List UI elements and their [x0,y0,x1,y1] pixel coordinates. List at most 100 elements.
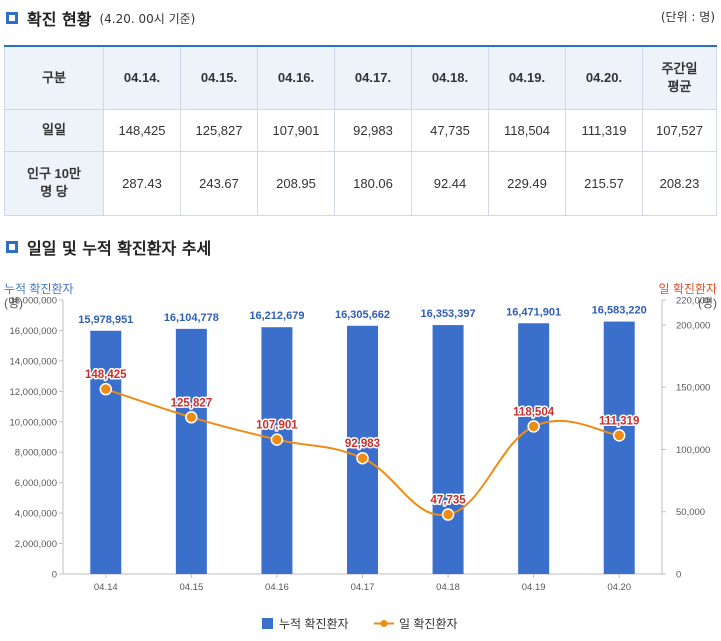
line-point [270,433,284,446]
bar-data-label: 16,353,397 [421,308,476,320]
stats-table: 구분 04.14. 04.15. 04.16. 04.17. 04.18. 04… [4,45,717,216]
right-axis-title: 일 확진환자 [658,282,717,296]
right-axis-unit: (명) [698,296,717,310]
x-tick-label: 04.16 [265,582,289,593]
col-header: 04.20. [565,45,643,110]
x-tick-label: 04.18 [436,582,460,593]
table-cell: 243.67 [180,150,258,216]
bar [432,325,464,574]
line-data-label: 125,827 [171,397,213,409]
table-row: 일일 148,425 125,827 107,901 92,983 47,735… [4,108,717,152]
x-tick-label: 04.14 [94,582,118,593]
right-tick-label: 0 [676,570,681,581]
bar-data-label: 16,212,679 [249,310,304,322]
right-tick-label: 100,000 [676,445,710,456]
left-tick-label: 4,000,000 [15,509,57,520]
bar [518,323,550,574]
line-data-label-halo: 47,735 [430,495,466,507]
line-data-label: 107,901 [256,420,298,432]
col-header: 04.17. [334,45,412,110]
legend-bar-label: 누적 확진환자 [279,617,349,631]
section-square-icon [6,12,18,24]
left-tick-label: 12,000,000 [9,387,57,398]
right-tick-label: 50,000 [676,507,705,518]
left-axis-unit: (명) [4,296,23,310]
table-cell: 107,901 [257,108,335,152]
table-cell: 148,425 [103,108,181,152]
table-cell: 208.95 [257,150,335,216]
trend-header: 일일 및 누적 확진환자 추세 [6,235,211,259]
table-cell: 229.49 [488,150,566,216]
col-header: 04.18. [411,45,489,110]
col-header: 주간일 평균 [642,45,717,110]
col-header: 04.15. [180,45,258,110]
line-data-label-halo: 107,901 [256,420,298,432]
left-tick-label: 6,000,000 [15,478,57,489]
left-tick-label: 18,000,000 [9,296,57,307]
col-header: 04.16. [257,45,335,110]
left-tick-label: 8,000,000 [15,448,57,459]
left-tick-label: 10,000,000 [9,417,57,428]
trend-title: 일일 및 누적 확진환자 추세 [27,239,212,258]
section-title: 확진 현황 [27,10,92,29]
table-cell: 125,827 [180,108,258,152]
x-tick-label: 04.15 [179,582,203,593]
bar [347,325,378,574]
bar-data-label: 15,978,951 [78,314,133,326]
right-tick-label: 150,000 [676,383,710,394]
table-cell: 215.57 [565,150,643,216]
line-data-label-halo: 118,504 [513,406,555,418]
table-cell: 111,319 [565,108,643,152]
table-cell: 92.44 [411,150,489,216]
table-cell: 287.43 [103,150,181,216]
table-cell: 118,504 [488,108,566,152]
section-subtitle: (4.20. 00시 기준) [99,11,196,26]
x-tick-label: 04.20 [607,582,631,593]
x-tick-label: 04.19 [522,582,546,593]
section-square-icon [6,241,18,253]
bar [603,321,635,574]
line-data-label: 111,319 [599,415,639,427]
line-point [356,451,369,465]
row-header: 인구 10만 명 당 [4,150,104,216]
bar [175,328,207,574]
bar-data-label: 16,104,778 [164,312,219,324]
line-data-label: 92,983 [345,438,380,450]
left-tick-label: 0 [52,570,57,581]
x-tick-label: 04.17 [351,582,375,593]
left-axis-title: 누적 확진환자 [4,282,74,296]
table-cell: 47,735 [411,108,489,152]
table-cell: 208.23 [642,150,717,216]
line-data-label-halo: 148,425 [85,369,127,381]
row-header: 일일 [4,108,104,152]
bar-data-label: 16,305,662 [335,309,390,321]
line-data-label-halo: 92,983 [345,438,380,450]
line-point [612,429,626,442]
table-cell: 107,527 [642,108,717,152]
line-point [99,382,113,396]
legend-line-marker [380,620,388,627]
trend-chart: 누적 확진환자(명)일 확진환자(명)02,000,0004,000,0006,… [4,282,717,631]
bar-data-label: 16,583,220 [592,305,647,317]
col-header: 구분 [4,45,104,110]
bar [90,330,122,574]
line-data-label: 47,735 [430,495,466,507]
bar-data-label: 16,471,901 [506,306,561,318]
line-data-label: 148,425 [85,369,127,381]
bar [261,327,293,574]
unit-label: (단위 : 명) [660,10,715,24]
table-row: 인구 10만 명 당 287.43 243.67 208.95 180.06 9… [4,150,717,216]
line-point [441,508,455,521]
line-point [527,420,540,433]
line-data-label-halo: 125,827 [171,397,213,409]
table-header-row: 구분 04.14. 04.15. 04.16. 04.17. 04.18. 04… [4,45,717,110]
table-cell: 180.06 [334,150,412,216]
left-tick-label: 14,000,000 [9,356,57,367]
col-header: 04.14. [103,45,181,110]
status-header: 확진 현황 (4.20. 00시 기준) [6,6,195,30]
line-data-label: 118,504 [513,406,555,418]
col-header: 04.19. [488,45,566,110]
right-tick-label: 220,000 [676,296,710,307]
left-tick-label: 16,000,000 [9,326,57,337]
left-tick-label: 2,000,000 [15,539,57,550]
